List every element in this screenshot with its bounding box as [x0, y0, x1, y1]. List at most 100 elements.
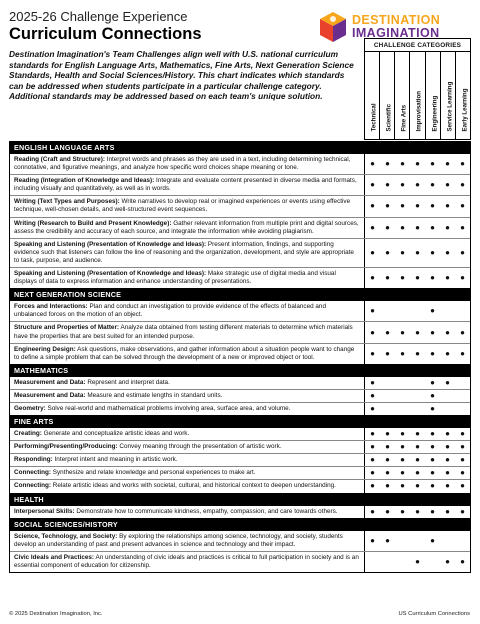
category-mark: ● — [445, 429, 450, 439]
category-marks: ● ● ● ● ● ● ● — [365, 218, 470, 238]
category-mark: ● — [385, 468, 390, 478]
category-label: Early Learning — [461, 88, 469, 132]
category-mark: ● — [430, 306, 435, 316]
category-marks: ● ● — [365, 403, 470, 415]
standard-label: Writing (Text Types and Purposes): — [14, 198, 120, 206]
categories-title: CHALLENGE CATEGORIES — [365, 39, 470, 52]
standard-label: Forces and Interactions: — [14, 303, 88, 311]
category-mark: ● — [445, 159, 450, 169]
category-mark: ● — [400, 327, 405, 337]
standard-row: Science, Technology, and Society: By exp… — [10, 530, 470, 551]
category-mark: ● — [460, 159, 465, 169]
standard-description: Speaking and Listening (Presentation of … — [10, 268, 365, 289]
standard-label: Civic Ideals and Practices: — [14, 553, 95, 561]
standard-label: Structure and Properties of Matter: — [14, 324, 120, 332]
category-mark — [425, 552, 440, 572]
category-mark: ● — [385, 222, 390, 232]
category-mark: ● — [460, 455, 465, 465]
category-mark: ● — [370, 180, 375, 190]
category-mark: ● — [460, 506, 465, 516]
category-marks: ● ● ● ● ● ● ● — [365, 428, 470, 440]
category-mark: ● — [400, 180, 405, 190]
standard-description: Reading (Integration of Knowledge and Id… — [10, 175, 365, 196]
standard-description: Connecting: Synthesize and relate knowle… — [10, 467, 365, 480]
category-mark: ● — [445, 455, 450, 465]
standard-label: Connecting: — [14, 482, 52, 490]
category-mark: ● — [415, 247, 420, 257]
category-mark: ● — [460, 348, 465, 358]
footer-copyright: © 2025 Destination Imagination, Inc. — [9, 611, 103, 617]
category-mark — [455, 403, 470, 415]
standard-text: Interpret intent and meaning in artistic… — [52, 456, 178, 464]
standard-description: Engineering Design: Ask questions, make … — [10, 343, 365, 364]
category-mark — [440, 403, 455, 415]
standard-description: Connecting: Relate artistic ideas and wo… — [10, 480, 365, 493]
category-marks: ● ● ● ● ● ● ● — [365, 154, 470, 174]
category-mark: ● — [400, 429, 405, 439]
standard-text: Demonstrate how to communicate kindness,… — [74, 507, 338, 515]
category-mark — [455, 377, 470, 389]
standard-label: Writing (Research to Build and Present K… — [14, 219, 172, 227]
category-mark: ● — [430, 348, 435, 358]
category-mark: ● — [430, 390, 435, 400]
standard-text: Present information, findings, and suppo… — [14, 240, 354, 264]
standard-text: Measure and estimate lengths in standard… — [85, 391, 223, 399]
category-mark: ● — [400, 348, 405, 358]
standard-row: Speaking and Listening (Presentation of … — [10, 237, 470, 268]
category-mark: ● — [415, 442, 420, 452]
category-mark: ● — [400, 247, 405, 257]
category-mark: ● — [415, 429, 420, 439]
category-column: Scientific — [380, 52, 396, 139]
standard-label: Reading (Craft and Structure): — [14, 156, 105, 163]
category-marks: ● ● ● ● ● ● ● — [365, 441, 470, 453]
category-mark — [365, 552, 380, 572]
category-mark: ● — [385, 535, 390, 545]
category-column: Fine Arts — [395, 52, 411, 139]
category-marks: ● ● ● ● ● ● ● — [365, 175, 470, 195]
category-mark: ● — [370, 506, 375, 516]
category-mark: ● — [400, 481, 405, 491]
logo-line-1: DESTINATION — [352, 13, 441, 27]
category-mark — [380, 390, 395, 402]
category-mark: ● — [460, 468, 465, 478]
category-marks: ● ● ● — [365, 377, 470, 389]
category-marks: ● ● ● ● ● ● ● — [365, 239, 470, 267]
section-header: FINE ARTS — [10, 415, 470, 429]
standard-text: Generate and conceptualize artistic idea… — [41, 430, 190, 438]
category-mark — [395, 403, 410, 415]
category-marks: ● ● ● ● ● ● ● — [365, 268, 470, 288]
category-mark: ● — [460, 222, 465, 232]
category-column: Improvisation — [410, 52, 426, 139]
category-mark: ● — [445, 377, 450, 387]
category-mark: ● — [430, 455, 435, 465]
standard-label: Engineering Design: — [14, 345, 76, 353]
standard-text: Plan and conduct an investigation to pro… — [14, 303, 326, 319]
category-marks: ● ● — [365, 390, 470, 402]
standard-label: Speaking and Listening (Presentation of … — [14, 240, 207, 248]
category-mark: ● — [370, 442, 375, 452]
standard-row: Creating: Generate and conceptualize art… — [10, 428, 470, 441]
standard-row: Reading (Craft and Structure): Interpret… — [10, 154, 470, 175]
standard-text: Make strategic use of digital media and … — [14, 270, 336, 286]
logo-cube-icon — [320, 12, 346, 42]
category-mark: ● — [430, 481, 435, 491]
standard-row: Forces and Interactions: Plan and conduc… — [10, 301, 470, 322]
category-mark: ● — [445, 180, 450, 190]
category-mark: ● — [415, 180, 420, 190]
category-label: Fine Arts — [400, 104, 408, 132]
category-mark: ● — [415, 273, 420, 283]
category-mark: ● — [430, 222, 435, 232]
standard-label: Interpersonal Skills: — [14, 507, 75, 515]
category-mark — [380, 552, 395, 572]
category-mark: ● — [460, 327, 465, 337]
category-marks: ● ● ● ● ● ● ● — [365, 454, 470, 466]
standard-label: Science, Technology, and Society: — [14, 532, 118, 540]
standard-row: Measurement and Data: Measure and estima… — [10, 388, 470, 402]
category-mark — [440, 531, 455, 551]
category-mark: ● — [385, 247, 390, 257]
standard-label: Geometry: — [14, 404, 46, 412]
standard-row: Connecting: Synthesize and relate knowle… — [10, 466, 470, 480]
standard-text: Write narratives to develop real or imag… — [14, 198, 351, 214]
category-marks: ● ● ● ● ● ● ● — [365, 506, 470, 518]
category-mark: ● — [385, 201, 390, 211]
